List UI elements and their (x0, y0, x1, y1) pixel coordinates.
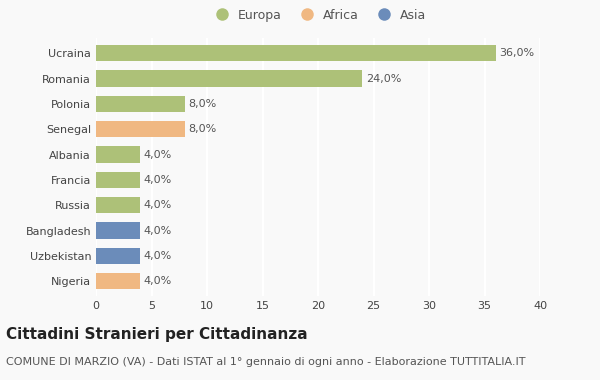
Text: COMUNE DI MARZIO (VA) - Dati ISTAT al 1° gennaio di ogni anno - Elaborazione TUT: COMUNE DI MARZIO (VA) - Dati ISTAT al 1°… (6, 357, 526, 367)
Text: 4,0%: 4,0% (144, 150, 172, 160)
Bar (96, 172, 140, 188)
Bar (96, 45, 496, 62)
Bar (96, 222, 140, 239)
Legend: Europa, Africa, Asia: Europa, Africa, Asia (205, 3, 431, 27)
Text: 4,0%: 4,0% (144, 251, 172, 261)
Bar (96, 70, 362, 87)
Text: 24,0%: 24,0% (366, 74, 401, 84)
Bar (96, 121, 185, 138)
Text: 4,0%: 4,0% (144, 175, 172, 185)
Text: 8,0%: 8,0% (188, 124, 217, 134)
Text: 4,0%: 4,0% (144, 276, 172, 286)
Bar (96, 96, 185, 112)
Bar (96, 146, 140, 163)
Bar (96, 273, 140, 290)
Text: Cittadini Stranieri per Cittadinanza: Cittadini Stranieri per Cittadinanza (6, 327, 308, 342)
Text: 36,0%: 36,0% (499, 48, 534, 58)
Text: 8,0%: 8,0% (188, 99, 217, 109)
Bar (96, 197, 140, 214)
Text: 4,0%: 4,0% (144, 226, 172, 236)
Bar (96, 248, 140, 264)
Text: 4,0%: 4,0% (144, 200, 172, 210)
